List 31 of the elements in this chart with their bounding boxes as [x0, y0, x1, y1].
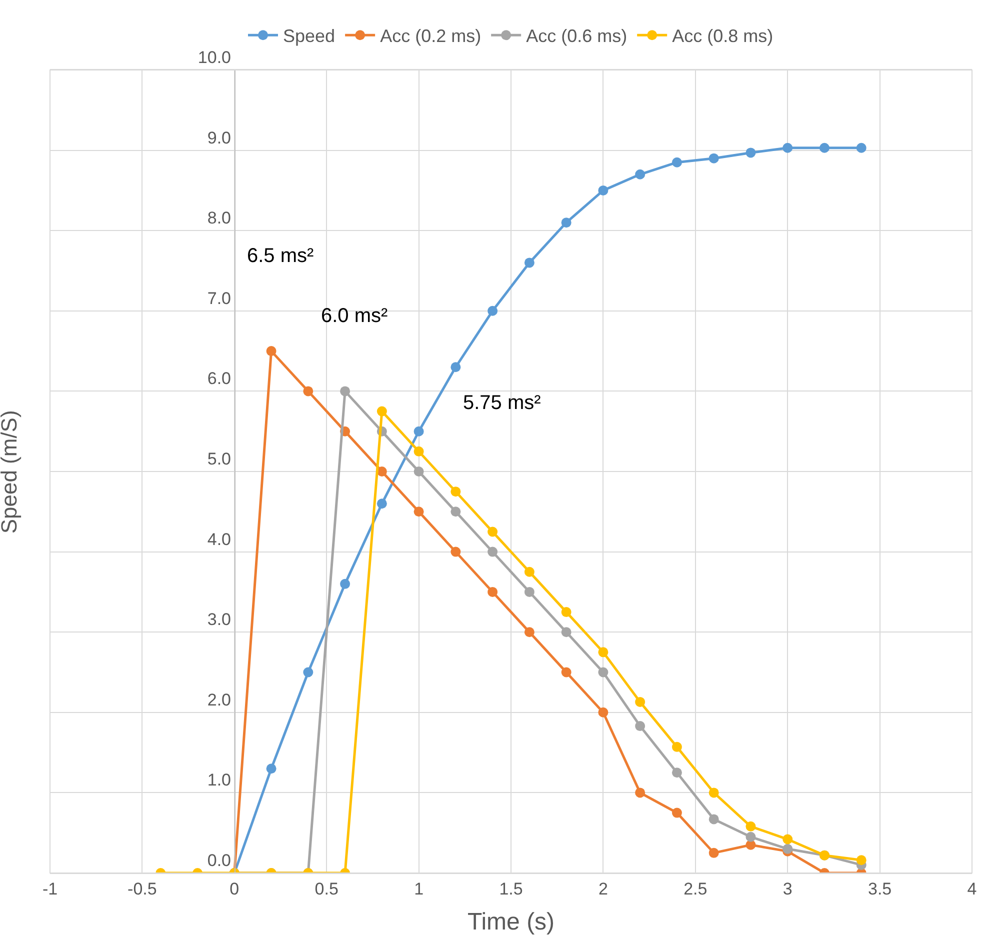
x-tick-label: 4: [967, 879, 977, 898]
y-tick-label: 2.0: [207, 690, 231, 710]
legend-label: Acc (0.6 ms): [526, 26, 628, 46]
x-tick-label: 0: [230, 879, 240, 898]
y-tick-label: 7.0: [207, 288, 231, 308]
x-tick-label: 3: [782, 879, 792, 898]
x-tick-label: 2: [598, 879, 608, 898]
x-tick-label: 2.5: [684, 879, 708, 898]
y-tick-label: 1.0: [207, 770, 231, 790]
x-tick-label: 1.5: [499, 879, 523, 898]
x-tick-label: 3.5: [868, 879, 892, 898]
y-axis-title: Speed (m/S): [0, 410, 22, 534]
legend-label: Acc (0.8 ms): [672, 26, 774, 46]
annotation: 5.75 ms²: [463, 392, 542, 414]
annotation: 6.5 ms²: [247, 245, 314, 267]
x-axis-title: Time (s): [467, 908, 555, 936]
legend-label: Acc (0.2 ms): [380, 26, 482, 46]
y-tick-label: 4.0: [207, 530, 231, 549]
annotation: 6.0 ms²: [321, 305, 388, 327]
y-tick-label: 10.0: [198, 48, 231, 67]
y-tick-label: 6.0: [207, 369, 231, 388]
x-tick-label: -1: [42, 879, 58, 898]
x-tick-label: 0.5: [314, 879, 338, 898]
x-tick-label: 1: [414, 879, 424, 898]
y-tick-label: 8.0: [207, 208, 231, 228]
y-tick-label: 5.0: [207, 449, 231, 468]
y-tick-label: 9.0: [207, 128, 231, 148]
legend-label: Speed: [283, 26, 336, 46]
y-tick-label: 0.0: [207, 850, 231, 870]
x-tick-label: -0.5: [128, 879, 157, 898]
y-tick-label: 3.0: [207, 610, 231, 630]
